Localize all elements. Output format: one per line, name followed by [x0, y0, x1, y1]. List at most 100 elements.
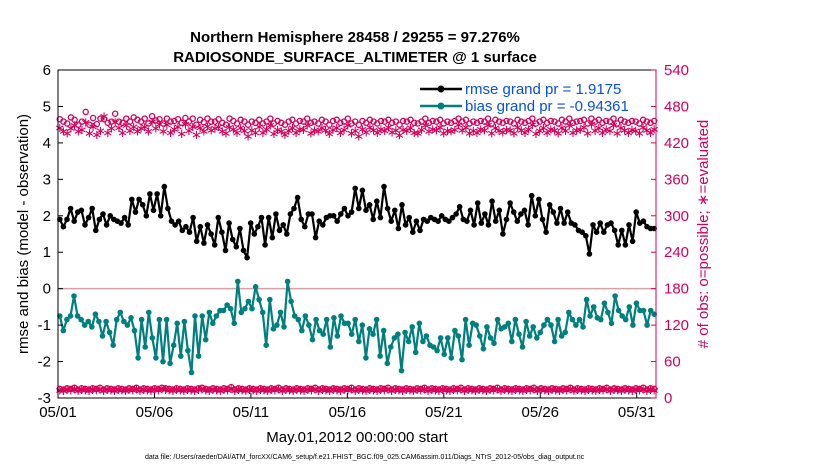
obs-possible-point: [395, 385, 403, 393]
obs-evaluated-point: ∗: [88, 120, 99, 135]
rmse-point: [172, 222, 178, 228]
obs-evaluated-point: ∗: [431, 124, 442, 139]
obs-possible-point: [220, 385, 228, 392]
rmse-point: [417, 227, 423, 234]
rmse-point: [503, 216, 510, 223]
obs-possible-point: [518, 118, 525, 125]
obs-evaluated-point: ∗: [320, 124, 331, 139]
obs-evaluated-point: ∗: [291, 126, 302, 141]
obs-evaluated-point: ∗: [579, 384, 590, 399]
bias-point: [106, 329, 113, 336]
rmse-point: [330, 213, 337, 219]
rmse-point: [640, 218, 647, 224]
obs-evaluated-point: ∗: [641, 384, 652, 399]
obs-evaluated-point: ∗: [295, 384, 306, 399]
y-right-tick-label: 300: [664, 208, 689, 225]
bias-point: [384, 360, 391, 367]
y-right-tick-label: 0: [664, 390, 672, 407]
obs-evaluated-point: ∗: [615, 121, 626, 136]
rmse-point: [262, 242, 268, 248]
obs-evaluated-point: ∗: [328, 123, 339, 138]
rmse-point: [550, 209, 557, 215]
obs-evaluated-point: ∗: [161, 118, 172, 133]
bias-point: [598, 316, 604, 323]
obs-possible-point: [621, 385, 629, 392]
rmse-point: [482, 211, 488, 217]
obs-evaluated-point: ∗: [94, 382, 105, 397]
rmse-point: [244, 254, 250, 261]
rmse-point: [233, 244, 240, 250]
obs-possible-point: [545, 386, 552, 393]
bias-point: [462, 316, 469, 323]
obs-evaluated-point: ∗: [453, 118, 464, 133]
obs-possible-point: [632, 385, 640, 392]
obs-possible-point: [271, 385, 279, 393]
obs-evaluated-point: ∗: [150, 122, 161, 137]
obs-evaluated-point: ∗: [324, 127, 335, 142]
bias-point: [526, 333, 533, 339]
obs-evaluated-point: ∗: [405, 121, 416, 136]
obs-evaluated-point: ∗: [158, 125, 169, 140]
obs-evaluated-point: ∗: [110, 116, 121, 131]
y-right-tick-label: 180: [664, 281, 689, 298]
obs-evaluated-point: ∗: [638, 121, 649, 136]
bias-point: [541, 322, 547, 328]
obs-possible-point: [213, 385, 220, 393]
obs-possible-point: [470, 118, 477, 125]
obs-evaluated-point: ∗: [620, 383, 631, 398]
obs-evaluated-point: ∗: [582, 127, 593, 142]
obs-evaluated-point: ∗: [80, 116, 91, 131]
bias-point: [452, 327, 458, 334]
obs-possible-point: [71, 116, 78, 124]
obs-possible-point: [581, 386, 589, 393]
rmse-point: [125, 222, 131, 228]
obs-possible-point: [159, 120, 167, 127]
rmse-point: [619, 227, 625, 234]
obs-evaluated-point: ∗: [435, 121, 446, 136]
obs-evaluated-point: ∗: [62, 127, 73, 142]
rmse-point: [255, 223, 261, 230]
obs-possible-point: [246, 385, 253, 392]
obs-possible-point: [107, 385, 115, 393]
obs-evaluated-point: ∗: [569, 384, 580, 399]
rmse-point: [287, 211, 294, 217]
obs-evaluated-point: ∗: [95, 124, 106, 139]
obs-evaluated-point: ∗: [401, 124, 412, 139]
obs-evaluated-point: ∗: [619, 124, 630, 139]
obs-evaluated-point: ∗: [387, 125, 398, 140]
obs-evaluated-point: ∗: [153, 384, 164, 399]
obs-evaluated-point: ∗: [226, 382, 237, 397]
obs-possible-point: [424, 386, 432, 393]
bias-point: [398, 367, 405, 374]
obs-evaluated-point: ∗: [128, 120, 139, 135]
rmse-point: [103, 222, 110, 228]
obs-evaluated-point: ∗: [164, 384, 175, 399]
obs-evaluated-point: ∗: [445, 384, 456, 399]
obs-possible-point: [187, 385, 195, 393]
bias-point: [156, 316, 163, 323]
rmse-point: [136, 196, 142, 203]
obs-possible-point: [189, 115, 196, 122]
obs-evaluated-point: ∗: [437, 383, 448, 398]
rmse-point: [359, 187, 366, 194]
obs-possible-point: [366, 385, 374, 392]
obs-evaluated-point: ∗: [556, 121, 567, 136]
obs-evaluated-point: ∗: [468, 124, 479, 139]
obs-possible-point: [174, 115, 182, 123]
bias-point: [181, 318, 188, 325]
obs-evaluated-point: ∗: [576, 384, 587, 399]
rmse-point: [348, 209, 355, 215]
obs-evaluated-point: ∗: [472, 126, 483, 141]
bias-point: [149, 335, 156, 341]
obs-possible-point: [249, 385, 257, 393]
bias-point: [67, 313, 74, 319]
obs-possible-point: [78, 385, 85, 392]
x-axis-label: May.01,2012 00:00:00 start: [266, 429, 448, 446]
obs-evaluated-point: ∗: [221, 127, 232, 142]
obs-evaluated-point: ∗: [459, 384, 470, 399]
obs-evaluated-point: ∗: [416, 123, 427, 138]
obs-evaluated-point: ∗: [127, 384, 138, 399]
obs-evaluated-point: ∗: [376, 122, 387, 137]
rmse-point: [395, 225, 402, 232]
obs-evaluated-point: ∗: [412, 383, 423, 398]
